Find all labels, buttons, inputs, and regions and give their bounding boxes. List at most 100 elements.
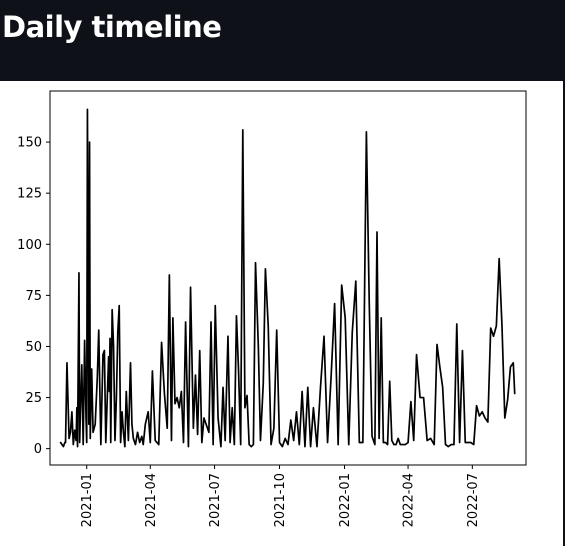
x-tick-label: 2021-10 bbox=[273, 473, 288, 527]
data-point bbox=[185, 321, 187, 323]
data-point bbox=[169, 274, 171, 276]
data-point bbox=[383, 442, 385, 444]
data-point bbox=[244, 407, 246, 409]
data-point bbox=[410, 401, 412, 403]
data-point bbox=[276, 329, 278, 331]
data-point bbox=[113, 346, 115, 348]
data-point bbox=[87, 109, 89, 111]
data-point bbox=[301, 391, 303, 393]
data-point bbox=[154, 440, 156, 442]
data-point bbox=[92, 432, 94, 434]
data-point bbox=[334, 303, 336, 305]
data-point bbox=[246, 395, 248, 397]
data-point bbox=[111, 309, 113, 311]
y-tick-label: 75 bbox=[25, 289, 42, 304]
data-point bbox=[493, 335, 495, 337]
data-point bbox=[89, 141, 91, 143]
data-point bbox=[481, 411, 483, 413]
data-point bbox=[348, 444, 350, 446]
data-point bbox=[287, 444, 289, 446]
data-point bbox=[473, 444, 475, 446]
data-point bbox=[109, 337, 111, 339]
data-point bbox=[371, 436, 373, 438]
y-tick-label: 25 bbox=[25, 391, 42, 406]
data-point bbox=[123, 432, 125, 434]
data-point bbox=[341, 284, 343, 286]
data-point bbox=[161, 342, 163, 344]
data-point bbox=[442, 387, 444, 389]
data-point bbox=[158, 444, 160, 446]
data-point bbox=[337, 444, 339, 446]
data-point bbox=[262, 382, 264, 384]
data-point bbox=[293, 440, 295, 442]
data-point bbox=[387, 444, 389, 446]
data-point bbox=[76, 407, 78, 409]
data-point bbox=[355, 280, 357, 282]
data-point bbox=[270, 444, 272, 446]
data-point bbox=[231, 407, 233, 409]
data-point bbox=[496, 325, 498, 327]
data-point bbox=[68, 438, 70, 440]
data-point bbox=[433, 444, 435, 446]
data-point bbox=[450, 444, 452, 446]
data-point bbox=[114, 440, 116, 442]
plot-frame bbox=[49, 90, 527, 466]
data-point bbox=[130, 362, 132, 364]
data-point bbox=[164, 393, 166, 395]
data-point bbox=[176, 397, 178, 399]
data-point bbox=[73, 444, 75, 446]
data-point bbox=[456, 323, 458, 325]
data-point bbox=[63, 446, 65, 448]
data-point bbox=[201, 442, 203, 444]
data-point bbox=[121, 411, 123, 413]
data-point bbox=[137, 432, 139, 434]
data-point bbox=[109, 391, 111, 393]
data-point bbox=[362, 442, 364, 444]
data-point bbox=[110, 442, 112, 444]
data-point bbox=[97, 376, 99, 378]
data-point bbox=[94, 423, 96, 425]
y-tick-label: 50 bbox=[25, 340, 42, 355]
data-point bbox=[147, 411, 149, 413]
data-point bbox=[402, 444, 404, 446]
data-point bbox=[310, 446, 312, 448]
data-point bbox=[229, 442, 231, 444]
data-point bbox=[490, 327, 492, 329]
series-line bbox=[59, 108, 516, 448]
data-point bbox=[378, 438, 380, 440]
data-point bbox=[188, 446, 190, 448]
data-point bbox=[220, 446, 222, 448]
data-point bbox=[404, 444, 406, 446]
data-point bbox=[80, 413, 82, 415]
x-tick-label: 2021-07 bbox=[208, 473, 223, 527]
data-point bbox=[445, 444, 447, 446]
data-point bbox=[118, 305, 120, 307]
data-point bbox=[102, 354, 104, 356]
data-point bbox=[71, 411, 73, 413]
data-point bbox=[181, 391, 183, 393]
data-point bbox=[462, 350, 464, 352]
data-point bbox=[248, 444, 250, 446]
data-point bbox=[407, 442, 409, 444]
data-point bbox=[89, 438, 91, 440]
data-point bbox=[265, 268, 267, 270]
data-point bbox=[131, 423, 133, 425]
data-point bbox=[108, 356, 110, 358]
data-point bbox=[149, 442, 151, 444]
data-point bbox=[366, 131, 368, 133]
data-point bbox=[238, 370, 240, 372]
data-point bbox=[183, 442, 185, 444]
data-point bbox=[195, 374, 197, 376]
data-point bbox=[78, 272, 80, 274]
data-point bbox=[413, 440, 415, 442]
data-point bbox=[66, 362, 68, 364]
data-point bbox=[142, 444, 144, 446]
data-point bbox=[504, 417, 506, 419]
data-point bbox=[120, 442, 122, 444]
data-point bbox=[327, 442, 329, 444]
data-point bbox=[212, 444, 214, 446]
data-point bbox=[125, 391, 127, 393]
data-point bbox=[222, 387, 224, 389]
x-axis: 2021-01 2021-04 2021-07 2021-10 2022-01 2022-… bbox=[80, 465, 481, 527]
